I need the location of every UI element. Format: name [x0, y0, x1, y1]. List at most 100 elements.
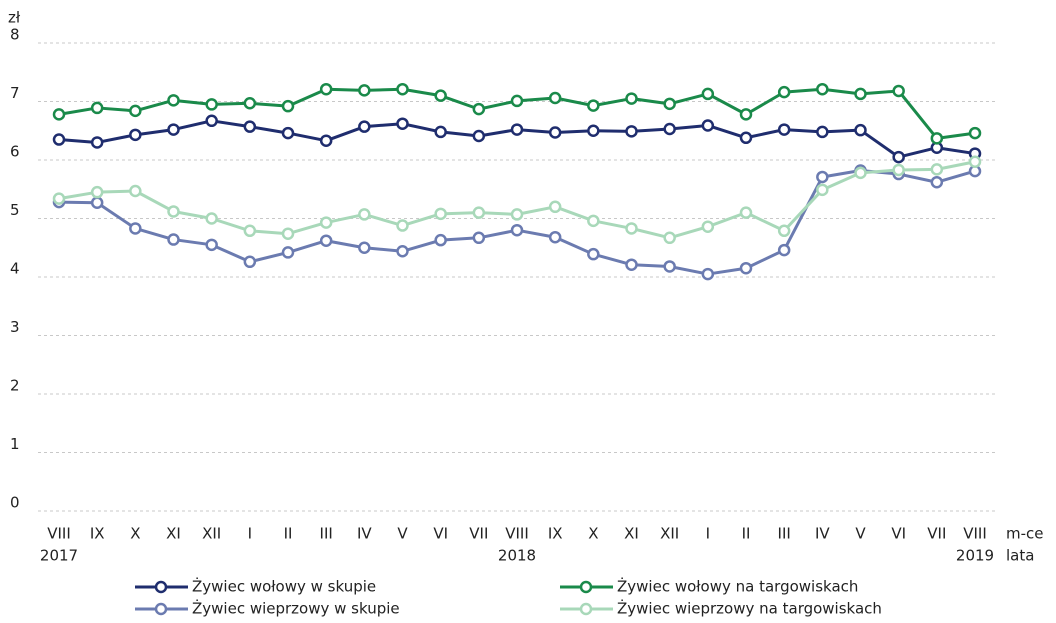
data-point: [472, 102, 486, 116]
data-point: [434, 125, 447, 139]
x-tick-label: I: [706, 525, 710, 543]
legend-label: Żywiec wieprzowy na targowiskach: [617, 599, 882, 618]
data-point: [739, 108, 753, 121]
x-tick-label: III: [778, 525, 791, 543]
x-tick-label: XII: [660, 525, 679, 543]
y-tick-label: 2: [10, 377, 20, 395]
data-point: [930, 132, 944, 145]
data-point: [205, 98, 218, 111]
data-point: [281, 246, 295, 259]
data-point: [739, 261, 753, 275]
y-axis-label: zł: [8, 9, 21, 27]
legend-marker: [579, 580, 593, 594]
data-point: [968, 155, 982, 169]
x-tick-label: V: [397, 525, 408, 543]
data-point: [396, 219, 409, 232]
data-point: [968, 126, 982, 140]
legend-label: Żywiec wieprzowy w skupie: [192, 599, 400, 618]
data-point: [587, 214, 600, 228]
data-point: [90, 185, 104, 199]
data-point: [129, 184, 142, 198]
data-point: [930, 175, 944, 189]
data-point: [281, 126, 295, 140]
x-tick-label: X: [588, 525, 598, 543]
x-tick-label: XI: [624, 525, 639, 543]
data-point: [129, 104, 142, 118]
data-point: [205, 238, 218, 252]
data-point: [281, 227, 295, 240]
y-tick-label: 3: [10, 318, 20, 336]
data-point: [663, 260, 676, 273]
data-point: [701, 220, 715, 233]
data-point: [816, 183, 829, 197]
y-tick-label: 0: [10, 494, 20, 512]
x-tick-label: VIII: [505, 525, 529, 543]
data-point: [510, 123, 524, 136]
data-point: [243, 120, 257, 133]
data-point: [854, 123, 867, 137]
data-point: [281, 99, 295, 113]
data-point: [129, 128, 142, 142]
data-point: [52, 108, 66, 121]
data-point: [701, 119, 715, 132]
x-tick-label: III: [320, 525, 333, 543]
data-point: [548, 230, 562, 244]
data-point: [243, 255, 257, 269]
year-label: 2019: [956, 547, 994, 565]
x-tick-label: X: [130, 525, 140, 543]
data-point: [510, 94, 524, 108]
data-point: [548, 126, 562, 139]
data-point: [739, 206, 753, 219]
data-point: [701, 267, 715, 281]
data-point: [854, 166, 867, 180]
data-point: [167, 94, 180, 107]
data-point: [777, 224, 791, 238]
data-point: [739, 131, 753, 145]
data-point: [892, 163, 905, 177]
data-point: [167, 123, 180, 136]
data-point: [167, 205, 180, 218]
data-point: [243, 224, 257, 238]
data-point: [319, 216, 333, 229]
data-point: [319, 82, 333, 96]
y-tick-label: 5: [10, 201, 20, 219]
x-tick-label: VIII: [963, 525, 987, 543]
legend-marker: [579, 602, 593, 616]
data-point: [472, 231, 486, 245]
data-point: [90, 196, 104, 209]
data-point: [663, 97, 676, 111]
y-tick-label: 1: [10, 435, 20, 453]
data-point: [396, 117, 409, 130]
data-point: [663, 122, 676, 136]
data-point: [816, 82, 829, 96]
x-tick-label: IV: [357, 525, 372, 543]
data-point: [243, 97, 257, 110]
x-tick-label: IX: [90, 525, 105, 543]
data-point: [167, 233, 180, 246]
data-point: [129, 222, 142, 235]
x-tick-label: II: [742, 525, 751, 543]
data-point: [930, 163, 944, 176]
y-tick-label: 7: [10, 84, 20, 102]
y-tick-label: 4: [10, 260, 20, 278]
data-point: [587, 247, 600, 261]
data-point: [52, 133, 66, 146]
x-tick-label: VII: [927, 525, 946, 543]
x-tick-label: IX: [548, 525, 563, 543]
data-point: [396, 82, 409, 96]
legend-marker: [154, 602, 168, 616]
data-point: [663, 231, 676, 245]
data-point: [396, 245, 409, 258]
data-point: [358, 208, 371, 221]
x-tick-label: VI: [891, 525, 906, 543]
data-point: [510, 223, 524, 237]
data-point: [205, 114, 218, 128]
data-point: [587, 124, 600, 137]
data-point: [587, 99, 600, 112]
x-tick-label: VII: [469, 525, 488, 543]
x-tick-label: II: [284, 525, 293, 543]
data-point: [816, 170, 829, 184]
data-point: [434, 207, 447, 221]
data-point: [777, 243, 791, 257]
